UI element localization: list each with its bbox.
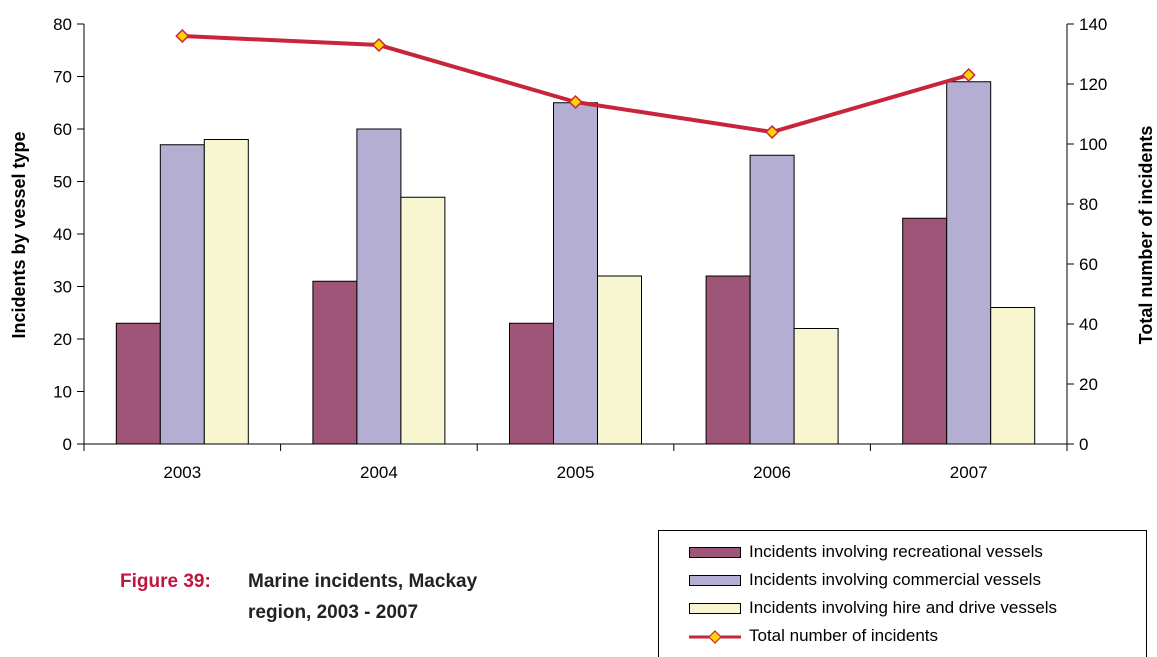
bar-commercial-2007 bbox=[946, 81, 992, 445]
legend-label-recreational: Incidents involving recreational vessels bbox=[749, 542, 1043, 561]
bar-hire-drive-2004 bbox=[400, 196, 446, 445]
x-tick-label-2003: 2003 bbox=[163, 463, 201, 482]
bar-recreational-2007 bbox=[902, 217, 948, 445]
bar-recreational-2006 bbox=[705, 275, 751, 445]
total-point-2005 bbox=[568, 94, 583, 110]
axes-layer: 2003 2004 2005 2006 2007 0 10 20 30 40 50 60 70 80 0 20… bbox=[53, 15, 1107, 482]
bar-hire-drive-2003 bbox=[203, 139, 249, 445]
y-tick-label-60: 60 bbox=[53, 120, 72, 139]
y-tick-label-40: 40 bbox=[53, 225, 72, 244]
legend-label-hire-drive: Incidents involving hire and drive vesse… bbox=[749, 598, 1058, 617]
legend-label-total: Total number of incidents bbox=[749, 626, 938, 645]
x-tick-label-2005: 2005 bbox=[557, 463, 595, 482]
chart: 2003 2004 2005 2006 2007 0 10 20 30 40 50 60 70 80 0 20… bbox=[9, 15, 1156, 482]
total-point-2006 bbox=[765, 124, 780, 140]
bar-commercial-2005 bbox=[553, 102, 598, 445]
bar-commercial-2004 bbox=[356, 128, 402, 445]
x-tick-label-2007: 2007 bbox=[950, 463, 988, 482]
y2-tick-label-40: 40 bbox=[1079, 315, 1098, 334]
total-point-2003 bbox=[175, 28, 190, 44]
figure-caption: Figure 39: Marine incidents, Mackay regio… bbox=[120, 566, 477, 628]
legend-swatch-commercial bbox=[689, 574, 741, 586]
bar-recreational-2005 bbox=[509, 322, 554, 445]
legend: Incidents involving recreational vessels… bbox=[658, 530, 1147, 657]
y2-tick-label-0: 0 bbox=[1079, 435, 1088, 454]
figure-title-line1: Marine incidents, Mackay bbox=[248, 571, 478, 592]
y-tick-label-30: 30 bbox=[53, 278, 72, 297]
legend-swatch-hire-drive bbox=[689, 602, 741, 614]
bar-commercial-2006 bbox=[749, 154, 795, 445]
legend-item-total: Total number of incidents bbox=[689, 624, 938, 648]
legend-label-commercial: Incidents involving commercial vessels bbox=[749, 570, 1041, 589]
bars-layer bbox=[115, 81, 1036, 445]
total-point-2007 bbox=[961, 67, 976, 83]
y-tick-label-0: 0 bbox=[63, 435, 72, 454]
y2-tick-label-140: 140 bbox=[1079, 15, 1107, 34]
total-line-layer bbox=[175, 28, 976, 140]
legend-swatch-total bbox=[689, 629, 741, 644]
y-tick-label-80: 80 bbox=[53, 15, 72, 34]
x-tick-label-2004: 2004 bbox=[360, 463, 398, 482]
legend-item-hire-drive: Incidents involving hire and drive vesse… bbox=[689, 596, 1057, 620]
x-tick-label-2006: 2006 bbox=[753, 463, 791, 482]
y-axis-title: Incidents by vessel type bbox=[9, 131, 29, 338]
y2-tick-label-100: 100 bbox=[1079, 135, 1107, 154]
bar-commercial-2003 bbox=[159, 144, 205, 445]
legend-item-recreational: Incidents involving recreational vessels bbox=[689, 540, 1043, 564]
y2-tick-label-80: 80 bbox=[1079, 195, 1098, 214]
y-tick-label-10: 10 bbox=[53, 383, 72, 402]
legend-item-commercial: Incidents involving commercial vessels bbox=[689, 568, 1041, 592]
bar-recreational-2003 bbox=[115, 322, 161, 445]
y2-tick-label-120: 120 bbox=[1079, 75, 1107, 94]
bar-hire-drive-2005 bbox=[597, 275, 642, 445]
legend-swatch-recreational bbox=[689, 546, 741, 558]
figure-number: Figure 39: bbox=[120, 571, 211, 592]
total-point-2004 bbox=[371, 37, 386, 53]
y-tick-label-70: 70 bbox=[53, 68, 72, 87]
y2-tick-label-60: 60 bbox=[1079, 255, 1098, 274]
bar-hire-drive-2007 bbox=[990, 307, 1036, 445]
y2-tick-label-20: 20 bbox=[1079, 375, 1098, 394]
y-tick-label-50: 50 bbox=[53, 173, 72, 192]
bar-recreational-2004 bbox=[312, 280, 358, 445]
y2-axis-title: Total number of incidents bbox=[1136, 126, 1156, 345]
figure-title-line2: region, 2003 - 2007 bbox=[248, 602, 419, 623]
bar-hire-drive-2006 bbox=[793, 328, 839, 445]
y-tick-label-20: 20 bbox=[53, 330, 72, 349]
